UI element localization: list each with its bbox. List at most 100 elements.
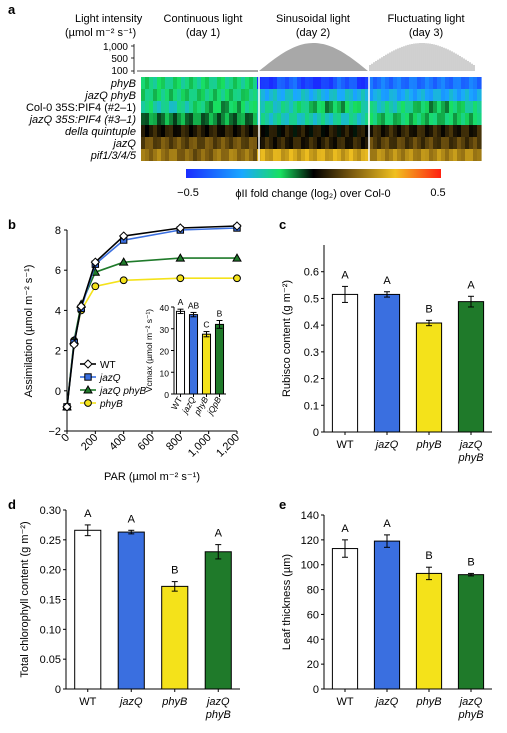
heatmap-cell [389,113,394,125]
heatmap-cell [185,125,190,137]
heatmap-cell [357,149,362,161]
x-category-label: phyB [457,452,483,464]
heatmap-cell [189,101,194,113]
heatmap-cell [313,149,318,161]
heatmap-cell [265,77,270,89]
heatmap-cell [161,149,166,161]
b-y-tick-label: 4 [55,305,61,317]
heatmap-cell [217,77,222,89]
heatmap-cell [453,149,458,161]
genotype-label: phyB [110,78,136,90]
significance-letter: A [341,523,349,535]
heatmap-cell [201,89,206,101]
heatmap-cell [405,137,410,149]
heatmap-cell [325,149,330,161]
heatmap-cell [433,101,438,113]
heatmap-cell [353,113,358,125]
heatmap-cell [253,101,258,113]
heatmap-cell [417,89,422,101]
heatmap-cell [461,101,466,113]
heatmap-cell [365,89,370,101]
heatmap-cell [365,137,370,149]
heatmap-cell [473,125,478,137]
heatmap-cell [265,89,270,101]
bar [214,323,225,395]
heatmap-cell [173,137,178,149]
heatmap-cell [193,149,198,161]
heatmap-cell [301,89,306,101]
heatmap-cell [313,89,318,101]
heatmap-cell [213,137,218,149]
heatmap-cell [213,149,218,161]
heatmap-cell [465,125,470,137]
heatmap-cell [385,137,390,149]
heatmap-cell [349,77,354,89]
heatmap-cell [337,149,342,161]
heatmap-cell [425,89,430,101]
heatmap-cell [161,77,166,89]
heatmap-cell [221,125,226,137]
y-tick-label: 60 [307,609,319,621]
heatmap-cell [157,101,162,113]
heatmap-cell [301,113,306,125]
heatmap-cell [213,89,218,101]
heatmap-cell [369,125,374,137]
heatmap-cell [377,137,382,149]
panel-e-bar-chart: 020406080100120140AWTAjazQBphyBBjazQphyB… [281,510,492,721]
heatmap-cell [221,137,226,149]
genotype-label: jazQ phyB [83,90,136,102]
heatmap-cell [173,101,178,113]
heatmap-cell [157,89,162,101]
heatmap-cell [305,137,310,149]
heatmap-cell [373,77,378,89]
heatmap-cell [425,101,430,113]
heatmap-cell [237,125,242,137]
heatmap-cell [353,149,358,161]
x-category-label: phyB [415,696,441,708]
heatmap-cell [401,149,406,161]
heatmap-cell [261,113,266,125]
heatmap-cell [293,149,298,161]
b-legend-label: jazQ phyB [98,386,146,397]
heatmap-cell [385,101,390,113]
heatmap-cell [353,125,358,137]
heatmap-cell [293,101,298,113]
heatmap-cell [297,113,302,125]
heatmap-cell [441,113,446,125]
heatmap-cell [417,137,422,149]
heatmap-cell [205,149,210,161]
heatmap-cell [385,89,390,101]
heatmap-cell [373,113,378,125]
heatmap-cell [261,149,266,161]
heatmap-cell [157,125,162,137]
y-tick-label: 140 [301,510,319,522]
heatmap-cell [337,89,342,101]
heatmap-cell [473,149,478,161]
heatmap-cell [177,77,182,89]
heatmap-cell [173,125,178,137]
heatmap-cell [209,101,214,113]
heatmap-cell [197,113,202,125]
b-legend-label: WT [100,360,116,371]
heatmap-cell [377,77,382,89]
heatmap-cell [145,137,150,149]
heatmap-cell [393,89,398,101]
heatmap-cell [393,137,398,149]
y-axis-label: Vcmax (µmol m⁻² s⁻¹) [144,309,154,392]
heatmap-cell [361,149,366,161]
significance-letter: A [467,279,475,291]
heatmap-cell [473,113,478,125]
y-tick-label: 0.15 [40,595,61,607]
significance-letter: B [425,550,432,562]
heatmap-cell [241,77,246,89]
y-tick-label: 40 [160,303,170,313]
b-data-point [232,221,242,231]
heatmap-cell [341,137,346,149]
y-tick-label: 0.6 [304,267,319,279]
x-category-label: jazQ [205,696,230,708]
heatmap-cell [225,101,230,113]
heatmap-cell [149,125,154,137]
heatmap-cell [277,77,282,89]
heatmap-cell [417,125,422,137]
heatmap-cell [201,77,206,89]
